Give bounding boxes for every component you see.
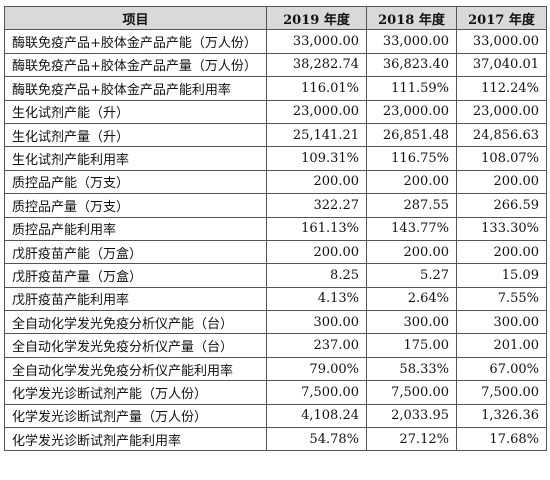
cell-value-2019: 54.78%	[266, 427, 367, 452]
table-row: 生化试剂产能（升） 23,000.00 23,000.00 23,000.00	[4, 99, 547, 124]
cell-value-2018: 200.00	[366, 239, 457, 265]
cell-value-2019: 322.27	[266, 193, 367, 218]
cell-value-2017: 33,000.00	[456, 29, 547, 54]
header-2017: 2017 年度	[456, 5, 547, 31]
cell-value-2018: 300.00	[366, 310, 457, 335]
cell-value-2019: 25,141.21	[266, 122, 367, 148]
cell-item: 生化试剂产量（升）	[4, 122, 267, 148]
cell-value-2018: 175.00	[366, 333, 457, 358]
table-row: 酶联免疫产品+胶体金产品产量（万人份） 38,282.74 36,823.40 37,…	[4, 52, 547, 78]
table-row: 戊肝疫苗产能利用率 4.13% 2.64% 7.55%	[4, 286, 547, 312]
cell-value-2019: 116.01%	[266, 76, 367, 101]
cell-value-2018: 287.55	[366, 193, 457, 218]
cell-item: 质控品产能（万支）	[4, 169, 267, 195]
cell-item: 戊肝疫苗产量（万盒）	[4, 263, 267, 288]
cell-value-2017: 7.55%	[456, 286, 547, 312]
table-row: 质控品产能（万支） 200.00 200.00 200.00	[4, 169, 547, 195]
table-row: 戊肝疫苗产量（万盒） 8.25 5.27 15.09	[4, 263, 547, 288]
cell-value-2018: 200.00	[366, 169, 457, 195]
cell-item: 全自动化学发光免疫分析仪产量（台）	[4, 333, 267, 358]
capacity-table: 项目 2019 年度 2018 年度 2017 年度 酶联免疫产品+胶体金产品产…	[4, 5, 547, 452]
cell-item: 戊肝疫苗产能利用率	[4, 286, 267, 312]
cell-value-2018: 7,500.00	[366, 380, 457, 405]
table-row: 化学发光诊断试剂产能利用率 54.78% 27.12% 17.68%	[4, 427, 547, 452]
cell-value-2017: 133.30%	[456, 216, 547, 241]
cell-value-2019: 237.00	[266, 333, 367, 358]
table-header: 项目 2019 年度 2018 年度 2017 年度	[4, 5, 547, 31]
cell-item: 全自动化学发光免疫分析仪产能（台）	[4, 310, 267, 335]
cell-value-2017: 112.24%	[456, 76, 547, 101]
cell-value-2019: 38,282.74	[266, 52, 367, 78]
cell-value-2017: 1,326.36	[456, 403, 547, 429]
table-row: 质控品产量（万支） 322.27 287.55 266.59	[4, 193, 547, 218]
cell-value-2018: 143.77%	[366, 216, 457, 241]
cell-value-2017: 201.00	[456, 333, 547, 358]
table-row: 酶联免疫产品+胶体金产品产能（万人份） 33,000.00 33,000.00 33,…	[4, 29, 547, 54]
table-row: 生化试剂产能利用率 109.31% 116.75% 108.07%	[4, 146, 547, 171]
table-row: 戊肝疫苗产能（万盒） 200.00 200.00 200.00	[4, 239, 547, 265]
cell-item: 质控品产量（万支）	[4, 193, 267, 218]
cell-item: 生化试剂产能（升）	[4, 99, 267, 124]
table-row: 酶联免疫产品+胶体金产品产能利用率 116.01% 111.59% 112.24%	[4, 76, 547, 101]
table-body: 酶联免疫产品+胶体金产品产能（万人份） 33,000.00 33,000.00 33,…	[4, 29, 547, 452]
table-row: 全自动化学发光免疫分析仪产量（台） 237.00 175.00 201.00	[4, 333, 547, 358]
cell-item: 化学发光诊断试剂产量（万人份）	[4, 403, 267, 429]
cell-item: 化学发光诊断试剂产能利用率	[4, 427, 267, 452]
table-row: 化学发光诊断试剂产能（万人份） 7,500.00 7,500.00 7,500.00	[4, 380, 547, 405]
cell-value-2017: 300.00	[456, 310, 547, 335]
cell-item: 酶联免疫产品+胶体金产品产能利用率	[4, 76, 267, 101]
cell-value-2018: 58.33%	[366, 356, 457, 382]
cell-value-2019: 200.00	[266, 239, 367, 265]
table-row: 生化试剂产量（升） 25,141.21 26,851.48 24,856.63	[4, 122, 547, 148]
cell-value-2017: 266.59	[456, 193, 547, 218]
cell-value-2018: 27.12%	[366, 427, 457, 452]
cell-value-2017: 200.00	[456, 169, 547, 195]
table-row: 全自动化学发光免疫分析仪产能利用率 79.00% 58.33% 67.00%	[4, 356, 547, 382]
capacity-table-container: 项目 2019 年度 2018 年度 2017 年度 酶联免疫产品+胶体金产品产…	[4, 5, 547, 452]
cell-value-2017: 67.00%	[456, 356, 547, 382]
header-2019: 2019 年度	[266, 5, 367, 31]
cell-value-2019: 7,500.00	[266, 380, 367, 405]
table-row: 化学发光诊断试剂产量（万人份） 4,108.24 2,033.95 1,326.36	[4, 403, 547, 429]
cell-value-2018: 33,000.00	[366, 29, 457, 54]
cell-value-2017: 108.07%	[456, 146, 547, 171]
cell-item: 生化试剂产能利用率	[4, 146, 267, 171]
cell-value-2019: 161.13%	[266, 216, 367, 241]
table-row: 质控品产能利用率 161.13% 143.77% 133.30%	[4, 216, 547, 241]
cell-value-2019: 23,000.00	[266, 99, 367, 124]
cell-item: 全自动化学发光免疫分析仪产能利用率	[4, 356, 267, 382]
cell-value-2019: 109.31%	[266, 146, 367, 171]
cell-value-2018: 23,000.00	[366, 99, 457, 124]
cell-value-2017: 17.68%	[456, 427, 547, 452]
cell-item: 戊肝疫苗产能（万盒）	[4, 239, 267, 265]
header-item: 项目	[4, 5, 267, 31]
header-row: 项目 2019 年度 2018 年度 2017 年度	[4, 5, 547, 31]
cell-value-2017: 23,000.00	[456, 99, 547, 124]
cell-value-2019: 4,108.24	[266, 403, 367, 429]
cell-value-2017: 24,856.63	[456, 122, 547, 148]
cell-item: 酶联免疫产品+胶体金产品产能（万人份）	[4, 29, 267, 54]
header-2018: 2018 年度	[366, 5, 457, 31]
cell-value-2019: 8.25	[266, 263, 367, 288]
cell-value-2019: 33,000.00	[266, 29, 367, 54]
cell-value-2019: 300.00	[266, 310, 367, 335]
cell-value-2018: 2,033.95	[366, 403, 457, 429]
cell-value-2017: 7,500.00	[456, 380, 547, 405]
cell-value-2018: 2.64%	[366, 286, 457, 312]
cell-value-2019: 79.00%	[266, 356, 367, 382]
cell-value-2018: 5.27	[366, 263, 457, 288]
cell-item: 质控品产能利用率	[4, 216, 267, 241]
table-row: 全自动化学发光免疫分析仪产能（台） 300.00 300.00 300.00	[4, 310, 547, 335]
cell-item: 化学发光诊断试剂产能（万人份）	[4, 380, 267, 405]
cell-value-2018: 116.75%	[366, 146, 457, 171]
cell-value-2018: 26,851.48	[366, 122, 457, 148]
cell-value-2017: 200.00	[456, 239, 547, 265]
cell-value-2017: 15.09	[456, 263, 547, 288]
cell-item: 酶联免疫产品+胶体金产品产量（万人份）	[4, 52, 267, 78]
cell-value-2018: 36,823.40	[366, 52, 457, 78]
cell-value-2018: 111.59%	[366, 76, 457, 101]
cell-value-2019: 200.00	[266, 169, 367, 195]
cell-value-2017: 37,040.01	[456, 52, 547, 78]
cell-value-2019: 4.13%	[266, 286, 367, 312]
